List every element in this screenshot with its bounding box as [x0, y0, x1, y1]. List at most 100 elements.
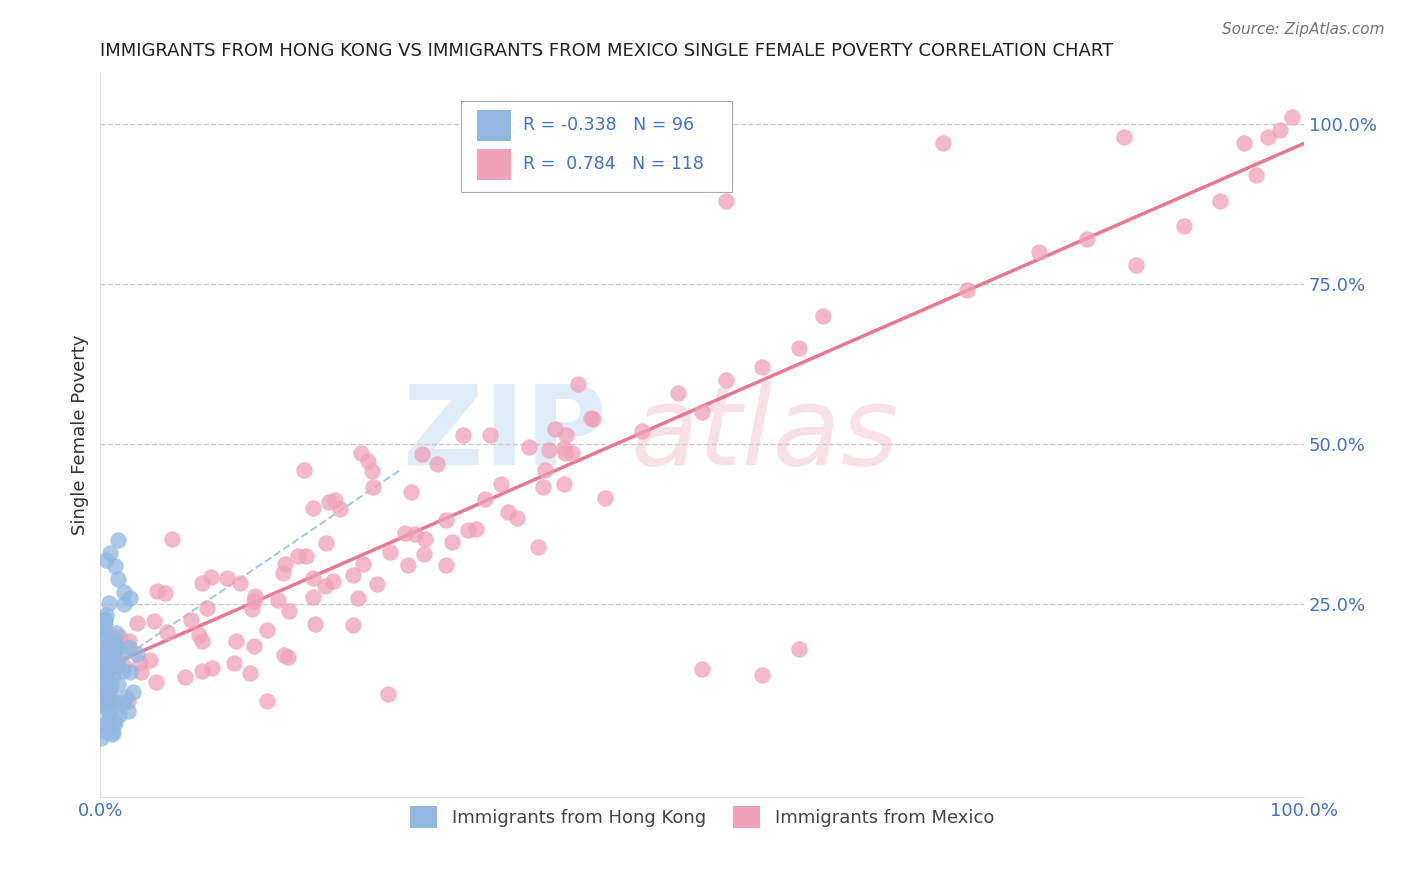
- Point: [404, 527, 426, 541]
- Point: [90, 694, 112, 708]
- Point: [112, 598, 135, 612]
- Point: [690, 662, 713, 676]
- Point: [553, 476, 575, 491]
- Point: [104, 659, 127, 673]
- Point: [325, 492, 347, 507]
- Point: [93, 656, 115, 670]
- Point: [315, 536, 337, 550]
- Point: [112, 659, 135, 673]
- Point: [277, 649, 299, 664]
- Point: [94, 612, 117, 626]
- Point: [120, 665, 142, 680]
- Point: [125, 615, 148, 630]
- Text: R = -0.338   N = 96: R = -0.338 N = 96: [523, 116, 695, 135]
- Point: [457, 523, 479, 537]
- Point: [243, 590, 266, 604]
- Point: [91, 652, 114, 666]
- Point: [174, 670, 197, 684]
- Point: [377, 687, 399, 701]
- Point: [121, 685, 143, 699]
- Point: [93, 677, 115, 691]
- Point: [94, 643, 117, 657]
- Point: [139, 653, 162, 667]
- Point: [94, 657, 117, 671]
- Point: [127, 647, 149, 661]
- Point: [191, 665, 214, 679]
- Point: [1233, 136, 1256, 150]
- Point: [96, 655, 118, 669]
- Point: [301, 571, 323, 585]
- Point: [91, 718, 114, 732]
- Point: [112, 664, 135, 678]
- Point: [751, 668, 773, 682]
- Point: [361, 464, 384, 478]
- Point: [1209, 194, 1232, 208]
- Text: atlas: atlas: [630, 381, 898, 488]
- Point: [97, 683, 120, 698]
- Point: [396, 558, 419, 572]
- Point: [98, 690, 121, 705]
- Point: [107, 677, 129, 691]
- Point: [91, 622, 114, 636]
- Point: [294, 549, 316, 563]
- Point: [104, 716, 127, 731]
- Point: [93, 677, 115, 691]
- Point: [527, 540, 550, 554]
- Point: [94, 613, 117, 627]
- Point: [318, 494, 340, 508]
- Point: [544, 421, 567, 435]
- Point: [120, 591, 142, 605]
- Point: [666, 386, 689, 401]
- Point: [322, 574, 344, 589]
- Point: [101, 661, 124, 675]
- Point: [553, 441, 575, 455]
- Point: [96, 663, 118, 677]
- Y-axis label: Single Female Poverty: Single Female Poverty: [72, 334, 89, 535]
- Text: IMMIGRANTS FROM HONG KONG VS IMMIGRANTS FROM MEXICO SINGLE FEMALE POVERTY CORREL: IMMIGRANTS FROM HONG KONG VS IMMIGRANTS …: [100, 42, 1114, 60]
- Point: [314, 579, 336, 593]
- FancyBboxPatch shape: [477, 110, 510, 141]
- Point: [1112, 129, 1135, 144]
- Point: [434, 513, 457, 527]
- Point: [90, 674, 112, 689]
- Point: [97, 693, 120, 707]
- Point: [96, 659, 118, 673]
- Point: [97, 707, 120, 722]
- Point: [93, 632, 115, 647]
- Point: [100, 689, 122, 703]
- Point: [329, 502, 352, 516]
- Point: [1268, 123, 1291, 137]
- Point: [101, 725, 124, 739]
- Point: [107, 658, 129, 673]
- Point: [94, 674, 117, 689]
- Point: [100, 652, 122, 666]
- Point: [225, 634, 247, 648]
- Point: [96, 552, 118, 566]
- Point: [107, 707, 129, 722]
- Point: [347, 591, 370, 606]
- Point: [342, 568, 364, 582]
- Point: [451, 428, 474, 442]
- Point: [956, 284, 979, 298]
- Point: [96, 608, 118, 623]
- Point: [90, 684, 112, 698]
- FancyBboxPatch shape: [461, 102, 733, 192]
- Point: [273, 648, 295, 662]
- Point: [101, 695, 124, 709]
- Point: [716, 373, 738, 387]
- Point: [302, 501, 325, 516]
- Point: [101, 628, 124, 642]
- Point: [112, 646, 135, 660]
- Point: [412, 547, 434, 561]
- Point: [531, 480, 554, 494]
- Point: [98, 546, 121, 560]
- Point: [91, 679, 114, 693]
- Point: [98, 596, 121, 610]
- Point: [441, 534, 464, 549]
- Point: [465, 522, 488, 536]
- Point: [506, 511, 529, 525]
- Point: [302, 591, 325, 605]
- Point: [90, 647, 112, 661]
- Point: [93, 613, 115, 627]
- Point: [361, 480, 384, 494]
